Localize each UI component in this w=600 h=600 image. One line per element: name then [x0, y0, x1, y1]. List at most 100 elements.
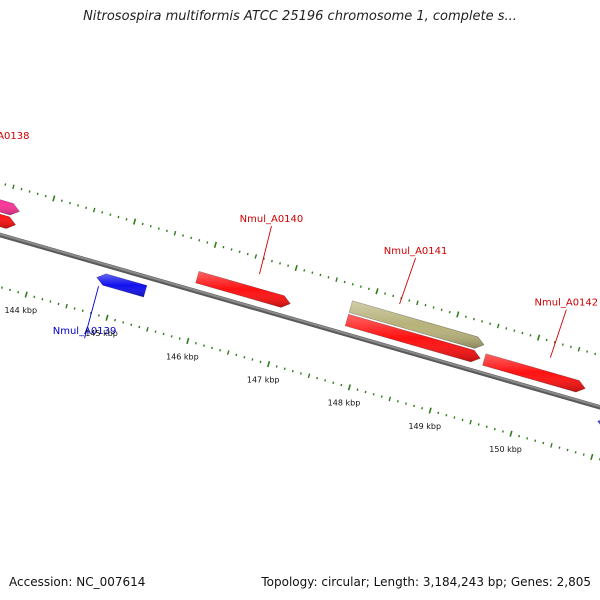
inner-scale-tick [9, 288, 12, 292]
outer-scale-tick [408, 299, 411, 302]
inner-scale-tick [413, 404, 416, 408]
inner-scale-tick [138, 325, 141, 329]
inner-scale-tick [542, 441, 545, 445]
inner-scale-tick [509, 430, 513, 437]
gene-feature[interactable] [0, 187, 20, 216]
gene-arrow-shade [195, 271, 291, 308]
gene-feature[interactable] [96, 273, 148, 298]
gene-feature[interactable] [0, 201, 17, 229]
outer-scale-tick [464, 315, 467, 319]
inner-scale-tick [340, 383, 343, 387]
outer-scale-tick [270, 259, 273, 263]
outer-scale-tick [20, 187, 23, 191]
outer-scale-tick [77, 204, 80, 207]
outer-scale-tick [384, 292, 387, 295]
scale-ticks [0, 183, 600, 461]
inner-scale-tick [501, 430, 504, 433]
inner-scale-tick [364, 390, 367, 394]
inner-scale-tick [582, 453, 585, 456]
outer-scale-tick [28, 190, 31, 193]
inner-scale-tick [154, 330, 157, 333]
inner-scale-tick [291, 369, 294, 373]
inner-scale-tick [122, 321, 125, 324]
outer-scale-tick [117, 215, 120, 219]
outer-scale-tick [68, 201, 71, 205]
inner-scale-tick [380, 395, 383, 398]
outer-scale-tick [213, 241, 217, 248]
outer-scale-tick [529, 334, 532, 337]
outer-scale-tick [109, 213, 112, 216]
gene-labels: Nmul_A0138 Nmul_A0139 Nmul_A0140 Nmul_A0141… [0, 131, 598, 358]
inner-scale-tick [574, 451, 577, 454]
inner-scale-tick [437, 411, 440, 415]
inner-scale-tick [388, 396, 392, 402]
topology-text: Topology: circular; Length: 3,184,243 bp… [261, 575, 591, 589]
outer-scale-tick [456, 311, 460, 318]
inner-scale-tick [332, 381, 335, 384]
gene-feature[interactable] [482, 353, 586, 393]
inner-scale-tick [146, 327, 149, 332]
inner-scale-tick [243, 355, 246, 359]
gene-label[interactable]: Nmul_A0141 [384, 246, 448, 257]
inner-scale-tick [194, 342, 197, 345]
scale-label: 147 kbp [247, 376, 280, 385]
scale-label: 150 kbp [489, 445, 522, 454]
outer-scale-tick [222, 245, 225, 249]
inner-scale-tick [33, 295, 36, 299]
inner-scale-tick [186, 337, 190, 345]
inner-scale-tick [485, 425, 488, 429]
outer-scale-tick [182, 234, 185, 237]
inner-scale-tick [404, 402, 407, 405]
gene-arrow-shade [96, 273, 147, 297]
outer-scale-tick [537, 334, 541, 341]
gene-label[interactable]: Nmul_A0138 [0, 131, 30, 142]
inner-scale-tick [526, 437, 529, 440]
outer-scale-tick [246, 252, 249, 256]
outer-scale-tick [448, 310, 451, 314]
gene-feature[interactable] [344, 313, 481, 363]
gene-feature[interactable] [195, 271, 291, 308]
outer-scale-tick [198, 238, 201, 242]
inner-scale-tick [275, 365, 278, 368]
inner-scale-tick [170, 335, 173, 338]
inner-scale-tick [518, 434, 521, 438]
outer-scale-tick [481, 320, 484, 323]
outer-scale-tick [60, 199, 63, 203]
outer-scale-tick [594, 352, 597, 356]
outer-scale-tick [85, 206, 88, 209]
gene-feature[interactable] [348, 300, 485, 349]
inner-scale-tick [0, 286, 3, 289]
outer-scale-tick [262, 257, 265, 261]
outer-scale-tick [577, 346, 581, 352]
outer-scale-tick [569, 345, 572, 349]
inner-scale-tick [259, 360, 262, 364]
inner-scale-tick [372, 393, 375, 396]
outer-scale-tick [367, 287, 370, 291]
scale-label: 146 kbp [166, 352, 199, 361]
gene-label[interactable]: Nmul_A0139 [53, 326, 117, 337]
gene-label-leader [84, 286, 100, 339]
outer-scale-tick [327, 276, 330, 279]
outer-scale-tick [141, 222, 144, 226]
inner-scale-tick [202, 344, 205, 347]
outer-scale-tick [206, 241, 209, 244]
outer-scale-tick [392, 294, 395, 298]
gene-label[interactable]: Nmul_A0142 [535, 298, 599, 309]
inner-scale-tick [17, 290, 20, 294]
gene-label-leader [549, 309, 567, 358]
inner-scale-tick [316, 376, 319, 380]
inner-scale-tick [49, 300, 52, 303]
inner-scale-tick [558, 446, 561, 449]
inner-scale-tick [566, 448, 569, 452]
gene-feature[interactable] [597, 418, 600, 442]
outer-scale-tick [351, 283, 354, 286]
inner-scale-tick [24, 291, 28, 298]
inner-scale-tick [41, 297, 44, 301]
gene-label[interactable]: Nmul_A0140 [240, 214, 304, 225]
outer-scale-tick [157, 227, 160, 230]
outer-scale-tick [496, 323, 500, 329]
inner-scale-tick [299, 372, 302, 375]
outer-scale-tick [165, 229, 168, 233]
outer-scale-tick [279, 262, 282, 265]
